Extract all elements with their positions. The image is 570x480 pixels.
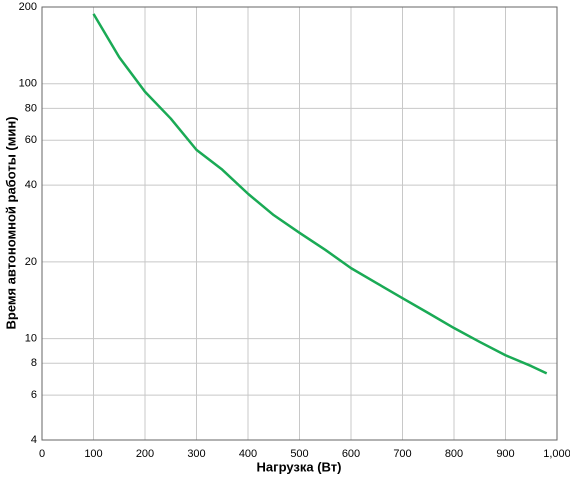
data-line	[92, 13, 548, 375]
x-tick-label: 600	[342, 448, 360, 460]
y-axis-label: Время автономной работы (мин)	[3, 116, 18, 329]
x-tick-label: 900	[496, 448, 514, 460]
y-tick-label: 100	[19, 78, 37, 90]
x-tick-label: 300	[187, 448, 205, 460]
x-tick-label: 100	[84, 448, 102, 460]
y-tick-label: 8	[31, 357, 37, 369]
y-tick-label: 6	[31, 389, 37, 401]
x-tick-label: 500	[290, 448, 308, 460]
x-tick-label: 0	[39, 448, 45, 460]
x-tick-label: 200	[136, 448, 154, 460]
y-tick-label: 40	[25, 179, 37, 191]
x-tick-label: 700	[393, 448, 411, 460]
y-tick-label: 200	[19, 1, 37, 13]
y-tick-label: 10	[25, 332, 37, 344]
x-tick-label: 800	[445, 448, 463, 460]
x-tick-label: 1,000	[543, 448, 570, 460]
y-tick-label: 60	[25, 134, 37, 146]
y-tick-label: 20	[25, 256, 37, 268]
x-axis-label: Нагрузка (Вт)	[257, 459, 342, 474]
y-tick-label: 4	[31, 434, 37, 446]
y-tick-label: 80	[25, 102, 37, 114]
plot-frame	[41, 6, 558, 441]
x-tick-label: 400	[239, 448, 257, 460]
